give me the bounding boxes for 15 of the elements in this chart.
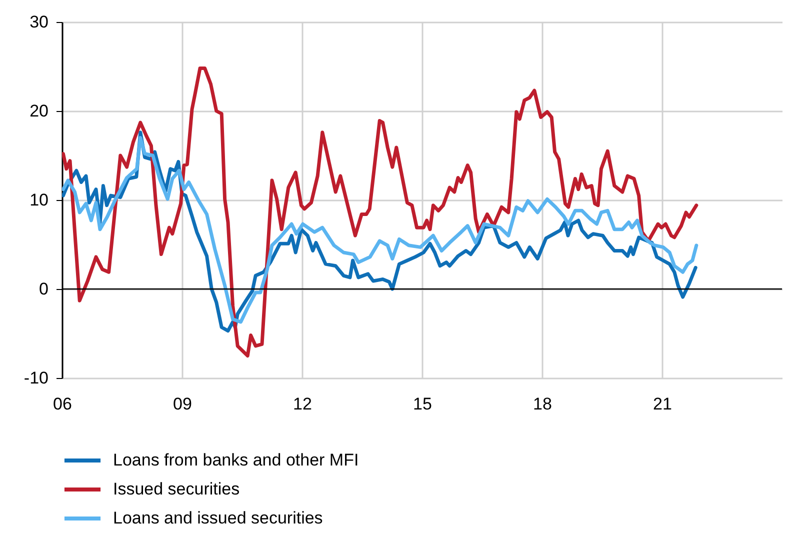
x-tick-label: 15	[413, 394, 432, 414]
line-series	[62, 66, 698, 358]
y-tick-label: 30	[30, 12, 48, 32]
y-tick-label: 0	[39, 280, 48, 298]
x-tick-label: 12	[293, 394, 312, 414]
legend-label: Issued securities	[113, 480, 240, 498]
legend-label: Loans from banks and other MFI	[113, 450, 359, 470]
y-tick-label: 20	[30, 102, 48, 120]
x-tick-label: 09	[173, 394, 192, 414]
legend-label: Loans and issued securities	[113, 508, 323, 528]
y-tick-label: -10	[24, 368, 48, 388]
x-tick-label: 18	[533, 394, 552, 414]
y-tick-label: 10	[30, 190, 48, 210]
x-tick-label: 21	[653, 394, 672, 414]
x-tick-label: 06	[53, 394, 72, 414]
